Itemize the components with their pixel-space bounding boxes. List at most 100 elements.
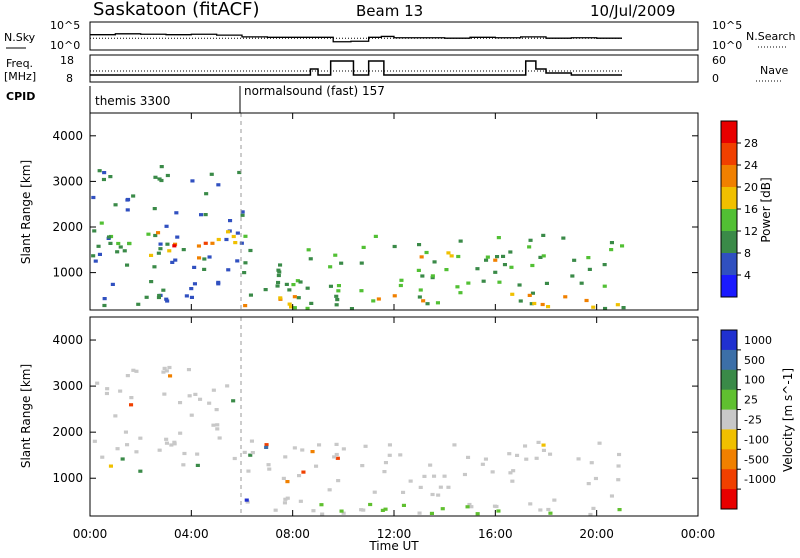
data-cell <box>184 294 189 298</box>
data-cell <box>419 255 424 259</box>
data-cell <box>283 455 288 459</box>
data-cell <box>541 254 546 258</box>
data-cell <box>195 463 200 467</box>
data-cell <box>617 508 622 512</box>
data-cell <box>199 213 204 217</box>
data-cell <box>152 265 157 269</box>
data-cell <box>597 441 602 445</box>
data-cell <box>589 461 594 465</box>
data-cell <box>301 470 306 474</box>
data-cell <box>210 241 215 245</box>
data-cell <box>335 456 340 460</box>
nsky-frame <box>89 21 699 51</box>
data-cell <box>168 374 173 378</box>
data-cell <box>305 306 310 310</box>
data-cell <box>609 241 614 245</box>
data-cell <box>336 284 341 288</box>
nsky-tick-low: 10^0 <box>50 39 80 52</box>
data-cell <box>100 455 105 459</box>
colorbar-tick-label: 8 <box>744 247 751 260</box>
data-cell <box>203 213 208 217</box>
data-cell <box>438 485 443 489</box>
data-cell <box>189 413 194 417</box>
data-cell <box>339 509 344 513</box>
x-tick-label: 16:00 <box>478 527 513 541</box>
colorbar-tick-label: -1000 <box>744 473 776 486</box>
data-cell <box>225 384 230 388</box>
data-cell <box>196 244 201 248</box>
velocity-cells <box>92 365 622 517</box>
data-cell <box>417 243 422 247</box>
colorbar-tick-label: 25 <box>744 394 758 407</box>
data-cell <box>327 488 332 492</box>
data-cell <box>161 370 166 374</box>
data-cell <box>174 211 179 215</box>
colorbar-swatch <box>721 209 737 232</box>
power-panel: 1000 2000 3000 4000 Slant Range [km] <box>19 112 699 311</box>
data-cell <box>245 500 250 504</box>
data-cell <box>485 255 490 259</box>
data-cell <box>138 436 143 440</box>
velocity-y-tick-label-1000: 1000 <box>52 471 83 485</box>
data-cell <box>214 408 219 412</box>
data-cell <box>249 439 254 443</box>
data-cell <box>123 430 128 434</box>
data-cell <box>277 270 282 274</box>
data-cell <box>493 270 498 274</box>
data-cell <box>224 237 229 242</box>
data-cell <box>146 232 151 236</box>
data-cell <box>609 494 614 498</box>
data-cell <box>527 293 532 297</box>
colorbar-swatch <box>721 121 737 144</box>
x-axis-label: Time UT <box>368 539 419 553</box>
freq-series <box>90 60 622 76</box>
data-cell <box>202 257 207 261</box>
data-cell <box>291 283 296 287</box>
velocity-y-tick-label-4000: 4000 <box>52 333 83 347</box>
data-cell <box>156 295 161 300</box>
data-cell <box>563 295 568 299</box>
data-cell <box>510 479 515 483</box>
data-cell <box>317 443 322 447</box>
data-cell <box>442 474 447 478</box>
velocity-colorbar-label: Velocity [m s^-1] <box>781 368 795 472</box>
data-cell <box>172 244 177 248</box>
data-cell <box>494 504 499 509</box>
data-cell <box>113 203 118 207</box>
data-cell <box>334 294 339 298</box>
data-cell <box>484 258 489 262</box>
data-cell <box>158 247 163 251</box>
data-cell <box>102 297 107 301</box>
data-cell <box>99 221 104 225</box>
data-cell <box>240 210 245 214</box>
data-cell <box>617 452 622 457</box>
velocity-y-tick-label-2000: 2000 <box>52 425 83 439</box>
data-cell <box>490 470 495 474</box>
data-cell <box>115 447 120 451</box>
data-cell <box>444 268 449 272</box>
data-cell <box>190 179 195 183</box>
data-cell <box>432 474 437 478</box>
data-cell <box>207 401 212 405</box>
data-cell <box>361 508 366 512</box>
data-cell <box>495 255 500 259</box>
data-cell <box>250 451 255 455</box>
data-cell <box>242 271 247 275</box>
power-colorbar-ticks: 4 8 12 16 20 24 28 <box>737 137 758 282</box>
data-cell <box>432 260 437 264</box>
colorbar-swatch <box>721 275 737 298</box>
data-cell <box>108 175 113 179</box>
data-cell <box>217 436 222 440</box>
colorbar-swatch <box>721 253 737 276</box>
data-cell <box>508 471 513 475</box>
data-cell <box>534 456 539 460</box>
data-cell <box>134 450 139 454</box>
data-cell <box>552 498 557 502</box>
data-cell <box>496 509 501 513</box>
data-cell <box>243 261 248 265</box>
data-cell <box>233 241 238 245</box>
data-cell <box>591 506 596 510</box>
freq-tick-high: 18 <box>60 54 74 67</box>
data-cell <box>159 165 164 169</box>
colorbar-swatch <box>721 489 737 510</box>
